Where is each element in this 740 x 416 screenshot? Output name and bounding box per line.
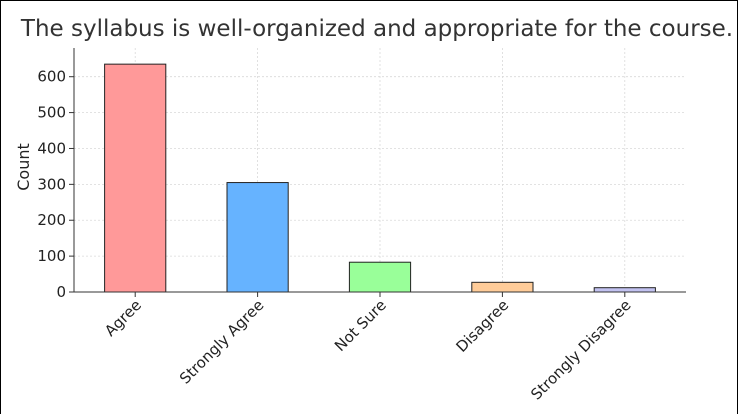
bar-agree <box>104 63 167 293</box>
y-tick-label: 600 <box>37 68 66 86</box>
y-tick-label: 100 <box>37 247 66 265</box>
y-tick-label: 400 <box>37 139 66 157</box>
bar-disagree <box>471 281 534 293</box>
x-ticks: Agree Strongly Agree Not Sure Disagree Stron… <box>101 292 635 403</box>
x-tick-label: Agree <box>101 296 145 340</box>
x-tick-label: Strongly Agree <box>176 296 267 387</box>
bar-strongly-disagree <box>593 287 656 293</box>
bar-strongly-agree <box>226 182 289 293</box>
y-ticks: 0 100 200 300 400 500 600 <box>37 68 74 301</box>
x-tick-label: Not Sure <box>331 296 390 355</box>
y-tick-label: 200 <box>37 211 66 229</box>
chart-title: The syllabus is well-organized and appro… <box>20 16 733 42</box>
y-tick-label: 500 <box>37 104 66 122</box>
y-tick-label: 300 <box>37 175 66 193</box>
bars <box>104 63 656 293</box>
x-tick-label: Disagree <box>452 296 512 356</box>
x-tick-label: Strongly Disagree <box>527 296 634 403</box>
y-axis-label: Count <box>14 143 33 191</box>
bar-not-sure <box>348 261 412 293</box>
y-tick-label: 0 <box>56 283 66 301</box>
